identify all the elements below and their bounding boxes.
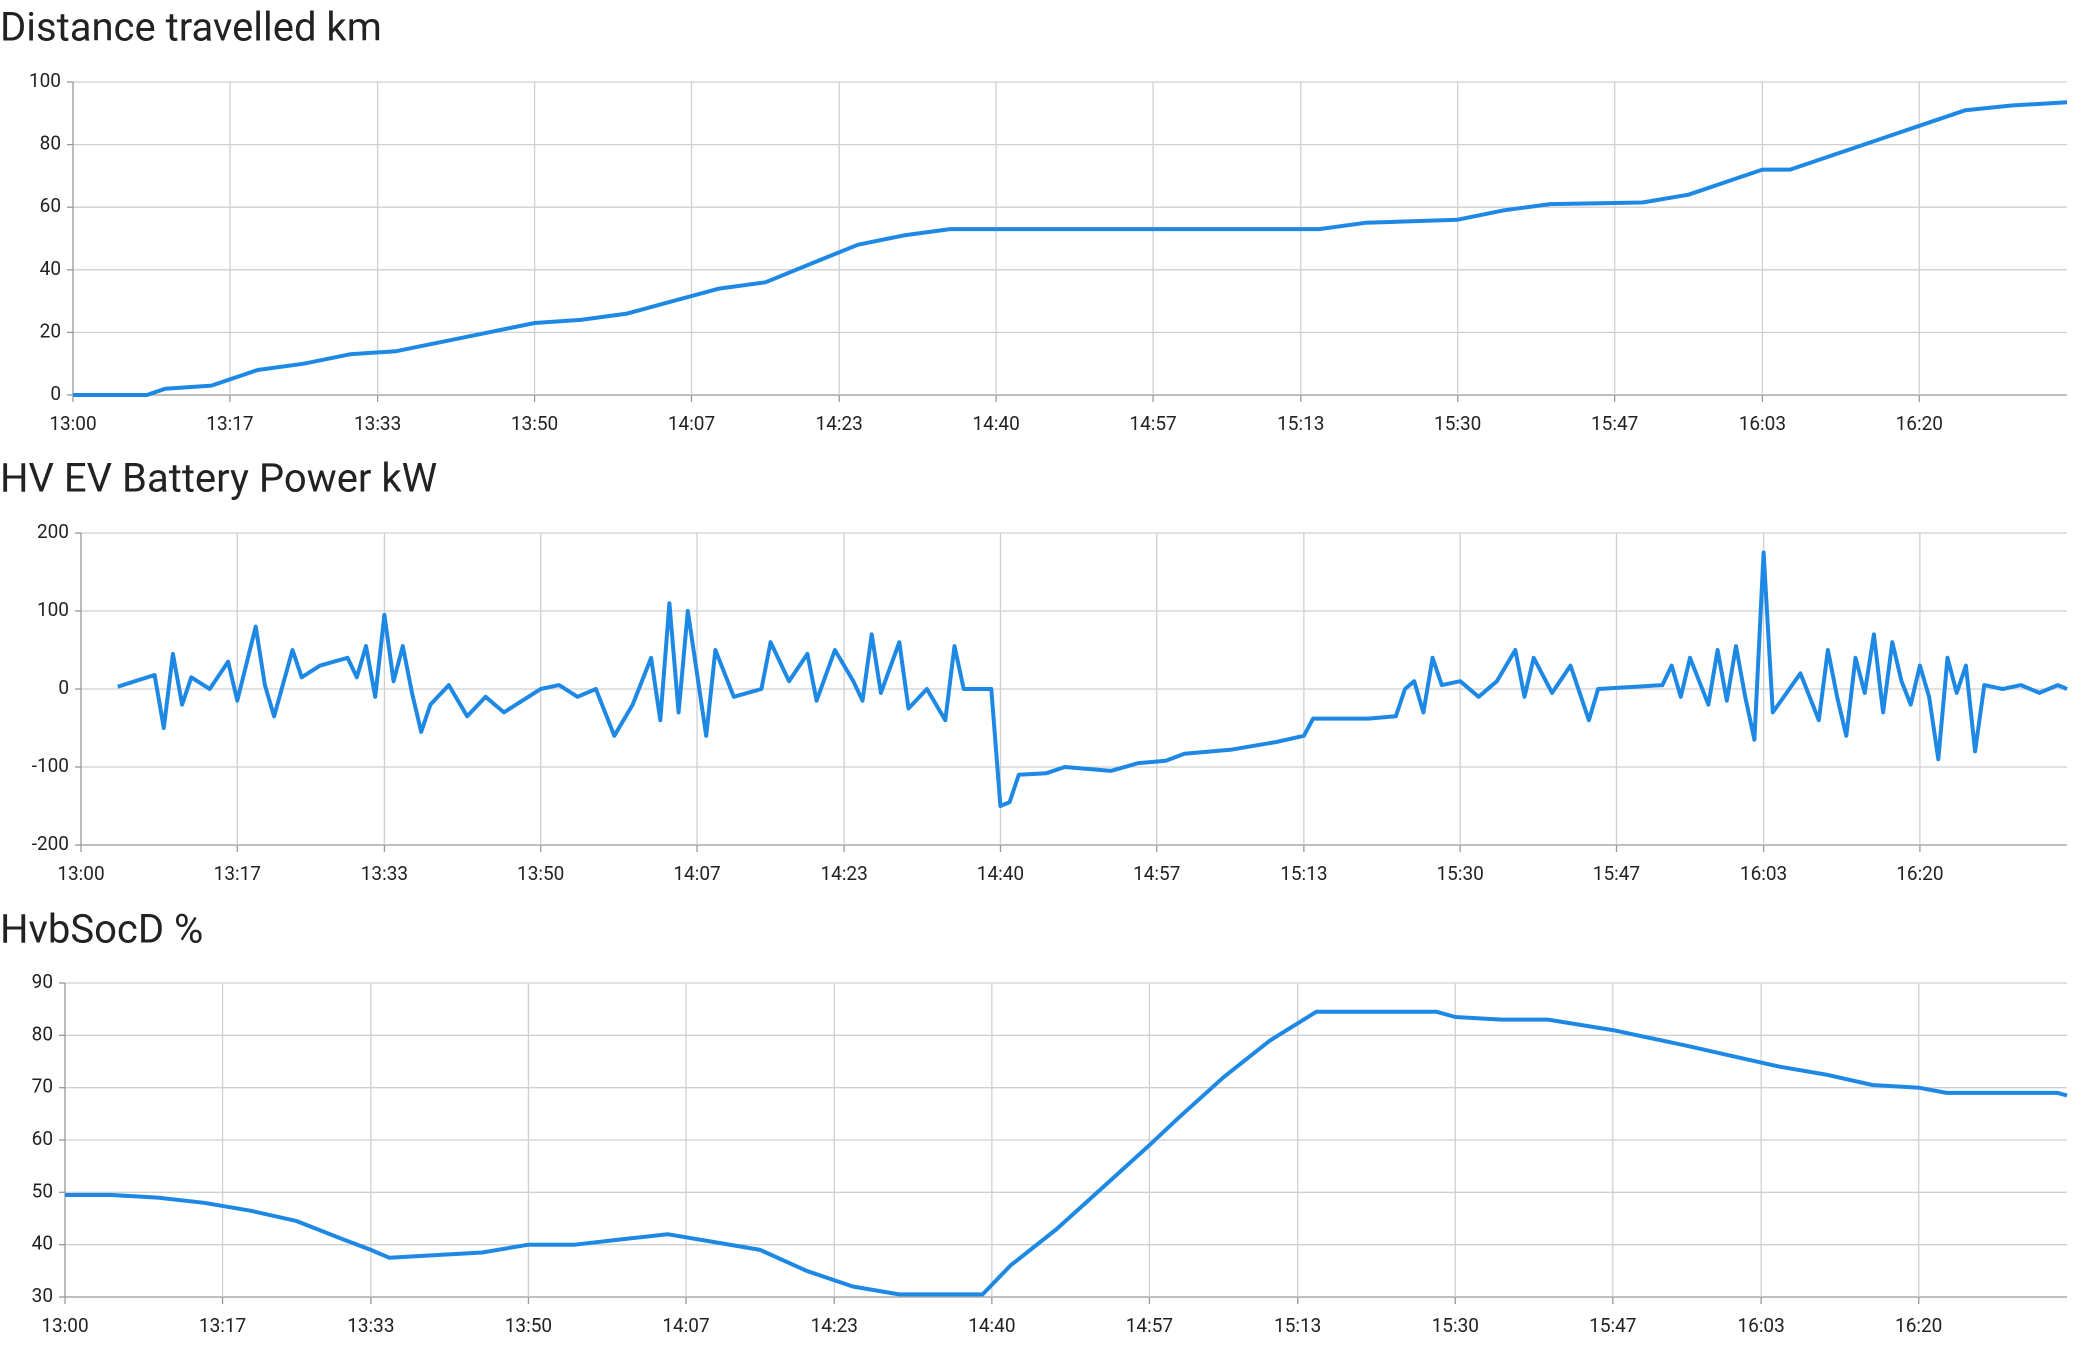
x-tick-label: 16:03 xyxy=(1737,1314,1784,1337)
y-tick-label: 60 xyxy=(32,1127,53,1150)
x-tick-label: 16:20 xyxy=(1895,1314,1942,1337)
x-tick-label: 13:00 xyxy=(57,862,104,885)
y-tick-label: 100 xyxy=(37,598,69,621)
x-tick-label: 14:07 xyxy=(668,412,715,435)
x-tick-label: 15:30 xyxy=(1432,1314,1479,1337)
y-tick-label: 20 xyxy=(40,319,61,342)
x-tick-label: 16:20 xyxy=(1896,412,1943,435)
x-tick-label: 14:23 xyxy=(816,412,863,435)
data-line xyxy=(65,1009,2068,1297)
y-tick-label: 40 xyxy=(32,1232,53,1255)
x-tick-label: 14:40 xyxy=(968,1314,1015,1337)
y-tick-label: -100 xyxy=(32,754,69,777)
y-tick-label: 70 xyxy=(32,1075,53,1098)
x-tick-label: 15:13 xyxy=(1277,412,1324,435)
y-tick-label: 80 xyxy=(40,132,61,155)
y-tick-label: 30 xyxy=(32,1284,53,1307)
y-tick-label: 40 xyxy=(40,257,61,280)
data-line xyxy=(117,550,2068,808)
x-tick-label: 13:50 xyxy=(505,1314,552,1337)
y-tick-label: 90 xyxy=(32,970,53,993)
y-tick-label: -200 xyxy=(32,832,69,855)
x-tick-label: 14:07 xyxy=(662,1314,709,1337)
x-tick-label: 14:23 xyxy=(811,1314,858,1337)
x-tick-label: 13:33 xyxy=(347,1314,394,1337)
x-tick-label: 13:00 xyxy=(41,1314,88,1337)
x-tick-label: 14:57 xyxy=(1126,1314,1173,1337)
x-tick-label: 14:23 xyxy=(820,862,867,885)
x-tick-label: 15:13 xyxy=(1274,1314,1321,1337)
y-tick-label: 0 xyxy=(58,676,69,699)
x-tick-label: 13:33 xyxy=(354,412,401,435)
x-tick-label: 15:13 xyxy=(1280,862,1327,885)
x-tick-label: 14:40 xyxy=(977,862,1024,885)
y-tick-label: 60 xyxy=(40,194,61,217)
x-tick-label: 14:40 xyxy=(972,412,1019,435)
y-tick-label: 50 xyxy=(32,1179,53,1202)
x-tick-label: 15:30 xyxy=(1437,862,1484,885)
x-tick-label: 13:50 xyxy=(511,412,558,435)
x-tick-label: 16:20 xyxy=(1896,862,1943,885)
chart-title: Distance travelled km xyxy=(0,4,382,51)
x-tick-label: 13:50 xyxy=(517,862,564,885)
x-tick-label: 15:30 xyxy=(1434,412,1481,435)
data-line xyxy=(73,100,2068,397)
y-tick-label: 80 xyxy=(32,1022,53,1045)
y-tick-label: 200 xyxy=(37,520,69,543)
x-tick-label: 13:17 xyxy=(214,862,261,885)
x-tick-label: 14:57 xyxy=(1129,412,1176,435)
x-tick-label: 13:00 xyxy=(49,412,96,435)
chart-title: HvbSocD % xyxy=(0,906,203,953)
y-tick-label: 100 xyxy=(29,69,61,92)
y-tick-label: 0 xyxy=(50,382,61,405)
x-tick-label: 14:07 xyxy=(673,862,720,885)
x-tick-label: 15:47 xyxy=(1593,862,1640,885)
x-tick-label: 13:17 xyxy=(199,1314,246,1337)
chart-title: HV EV Battery Power kW xyxy=(0,455,437,502)
x-tick-label: 13:33 xyxy=(361,862,408,885)
x-tick-label: 16:03 xyxy=(1740,862,1787,885)
x-tick-label: 14:57 xyxy=(1133,862,1180,885)
x-tick-label: 13:17 xyxy=(206,412,253,435)
x-tick-label: 15:47 xyxy=(1589,1314,1636,1337)
x-tick-label: 15:47 xyxy=(1591,412,1638,435)
x-tick-label: 16:03 xyxy=(1739,412,1786,435)
